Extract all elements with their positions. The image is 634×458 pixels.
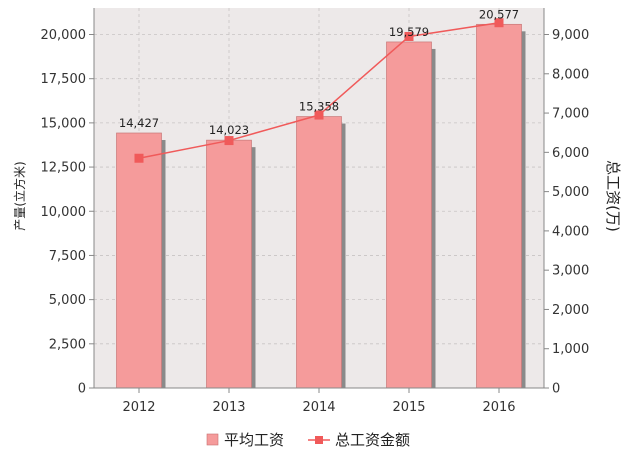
y-right-tick-label: 2,000 <box>552 303 589 318</box>
y-left-tick-label: 10,000 <box>41 205 87 220</box>
line-marker-2013 <box>224 136 234 146</box>
bar-data-label: 19,579 <box>389 25 429 39</box>
bar-data-label: 15,358 <box>299 100 339 114</box>
y-left-tick-label: 0 <box>78 382 86 397</box>
y-right-tick-label: 1,000 <box>552 342 589 357</box>
bar-2012 <box>116 132 162 389</box>
y-axis-right-title: 总工资(万) <box>604 160 622 232</box>
x-tick-label: 2012 <box>122 400 155 415</box>
y-right-tick-label: 3,000 <box>552 264 589 279</box>
bar-series <box>116 23 526 389</box>
y-left-tick-label: 12,500 <box>41 161 87 176</box>
y-right-tick-label: 0 <box>552 382 560 397</box>
y-left-tick-label: 7,500 <box>49 249 86 264</box>
legend-label-bar: 平均工资 <box>224 431 284 449</box>
y-left-tick-label: 17,500 <box>41 72 87 87</box>
y-right-tick-label: 9,000 <box>552 28 589 43</box>
axes: 0 2,500 5,000 7,500 10,000 12,500 15,000 17,500… <box>41 8 589 415</box>
legend-label-line: 总工资金额 <box>335 431 410 449</box>
bar-2013 <box>206 139 252 389</box>
y-right-tick-label: 8,000 <box>552 67 589 82</box>
x-tick-label: 2015 <box>392 400 425 415</box>
bar-data-label: 20,577 <box>479 7 519 21</box>
legend-marker-line <box>315 436 323 444</box>
legend-swatch-bar <box>206 433 219 446</box>
x-tick-label: 2016 <box>482 400 515 415</box>
y-left-tick-label: 5,000 <box>49 293 86 308</box>
line-marker-2014 <box>314 110 324 120</box>
y-left-tick-label: 20,000 <box>41 28 87 43</box>
bar-2016 <box>476 23 522 389</box>
y-right-tick-label: 7,000 <box>552 107 589 122</box>
x-tick-label: 2014 <box>302 400 335 415</box>
line-series <box>134 18 504 163</box>
bar-data-label: 14,023 <box>209 123 249 137</box>
bar-data-label: 14,427 <box>119 116 159 130</box>
y-left-tick-label: 2,500 <box>49 337 86 352</box>
y-axis-left-title: 产量(立方米) <box>12 161 27 230</box>
line-marker-2016 <box>494 18 504 28</box>
y-right-tick-label: 4,000 <box>552 224 589 239</box>
y-left-tick-label: 15,000 <box>41 116 87 131</box>
y-right-tick-label: 6,000 <box>552 146 589 161</box>
y-right-tick-label: 5,000 <box>552 185 589 200</box>
bar-2015 <box>386 41 432 389</box>
line-marker-2012 <box>134 153 144 163</box>
bar-2014 <box>296 116 342 389</box>
line-marker-2015 <box>404 31 414 41</box>
data-labels: 14,427 14,023 15,358 19,579 20,577 <box>119 7 519 137</box>
legend: 平均工资 总工资金额 <box>206 431 410 449</box>
x-tick-label: 2013 <box>212 400 245 415</box>
